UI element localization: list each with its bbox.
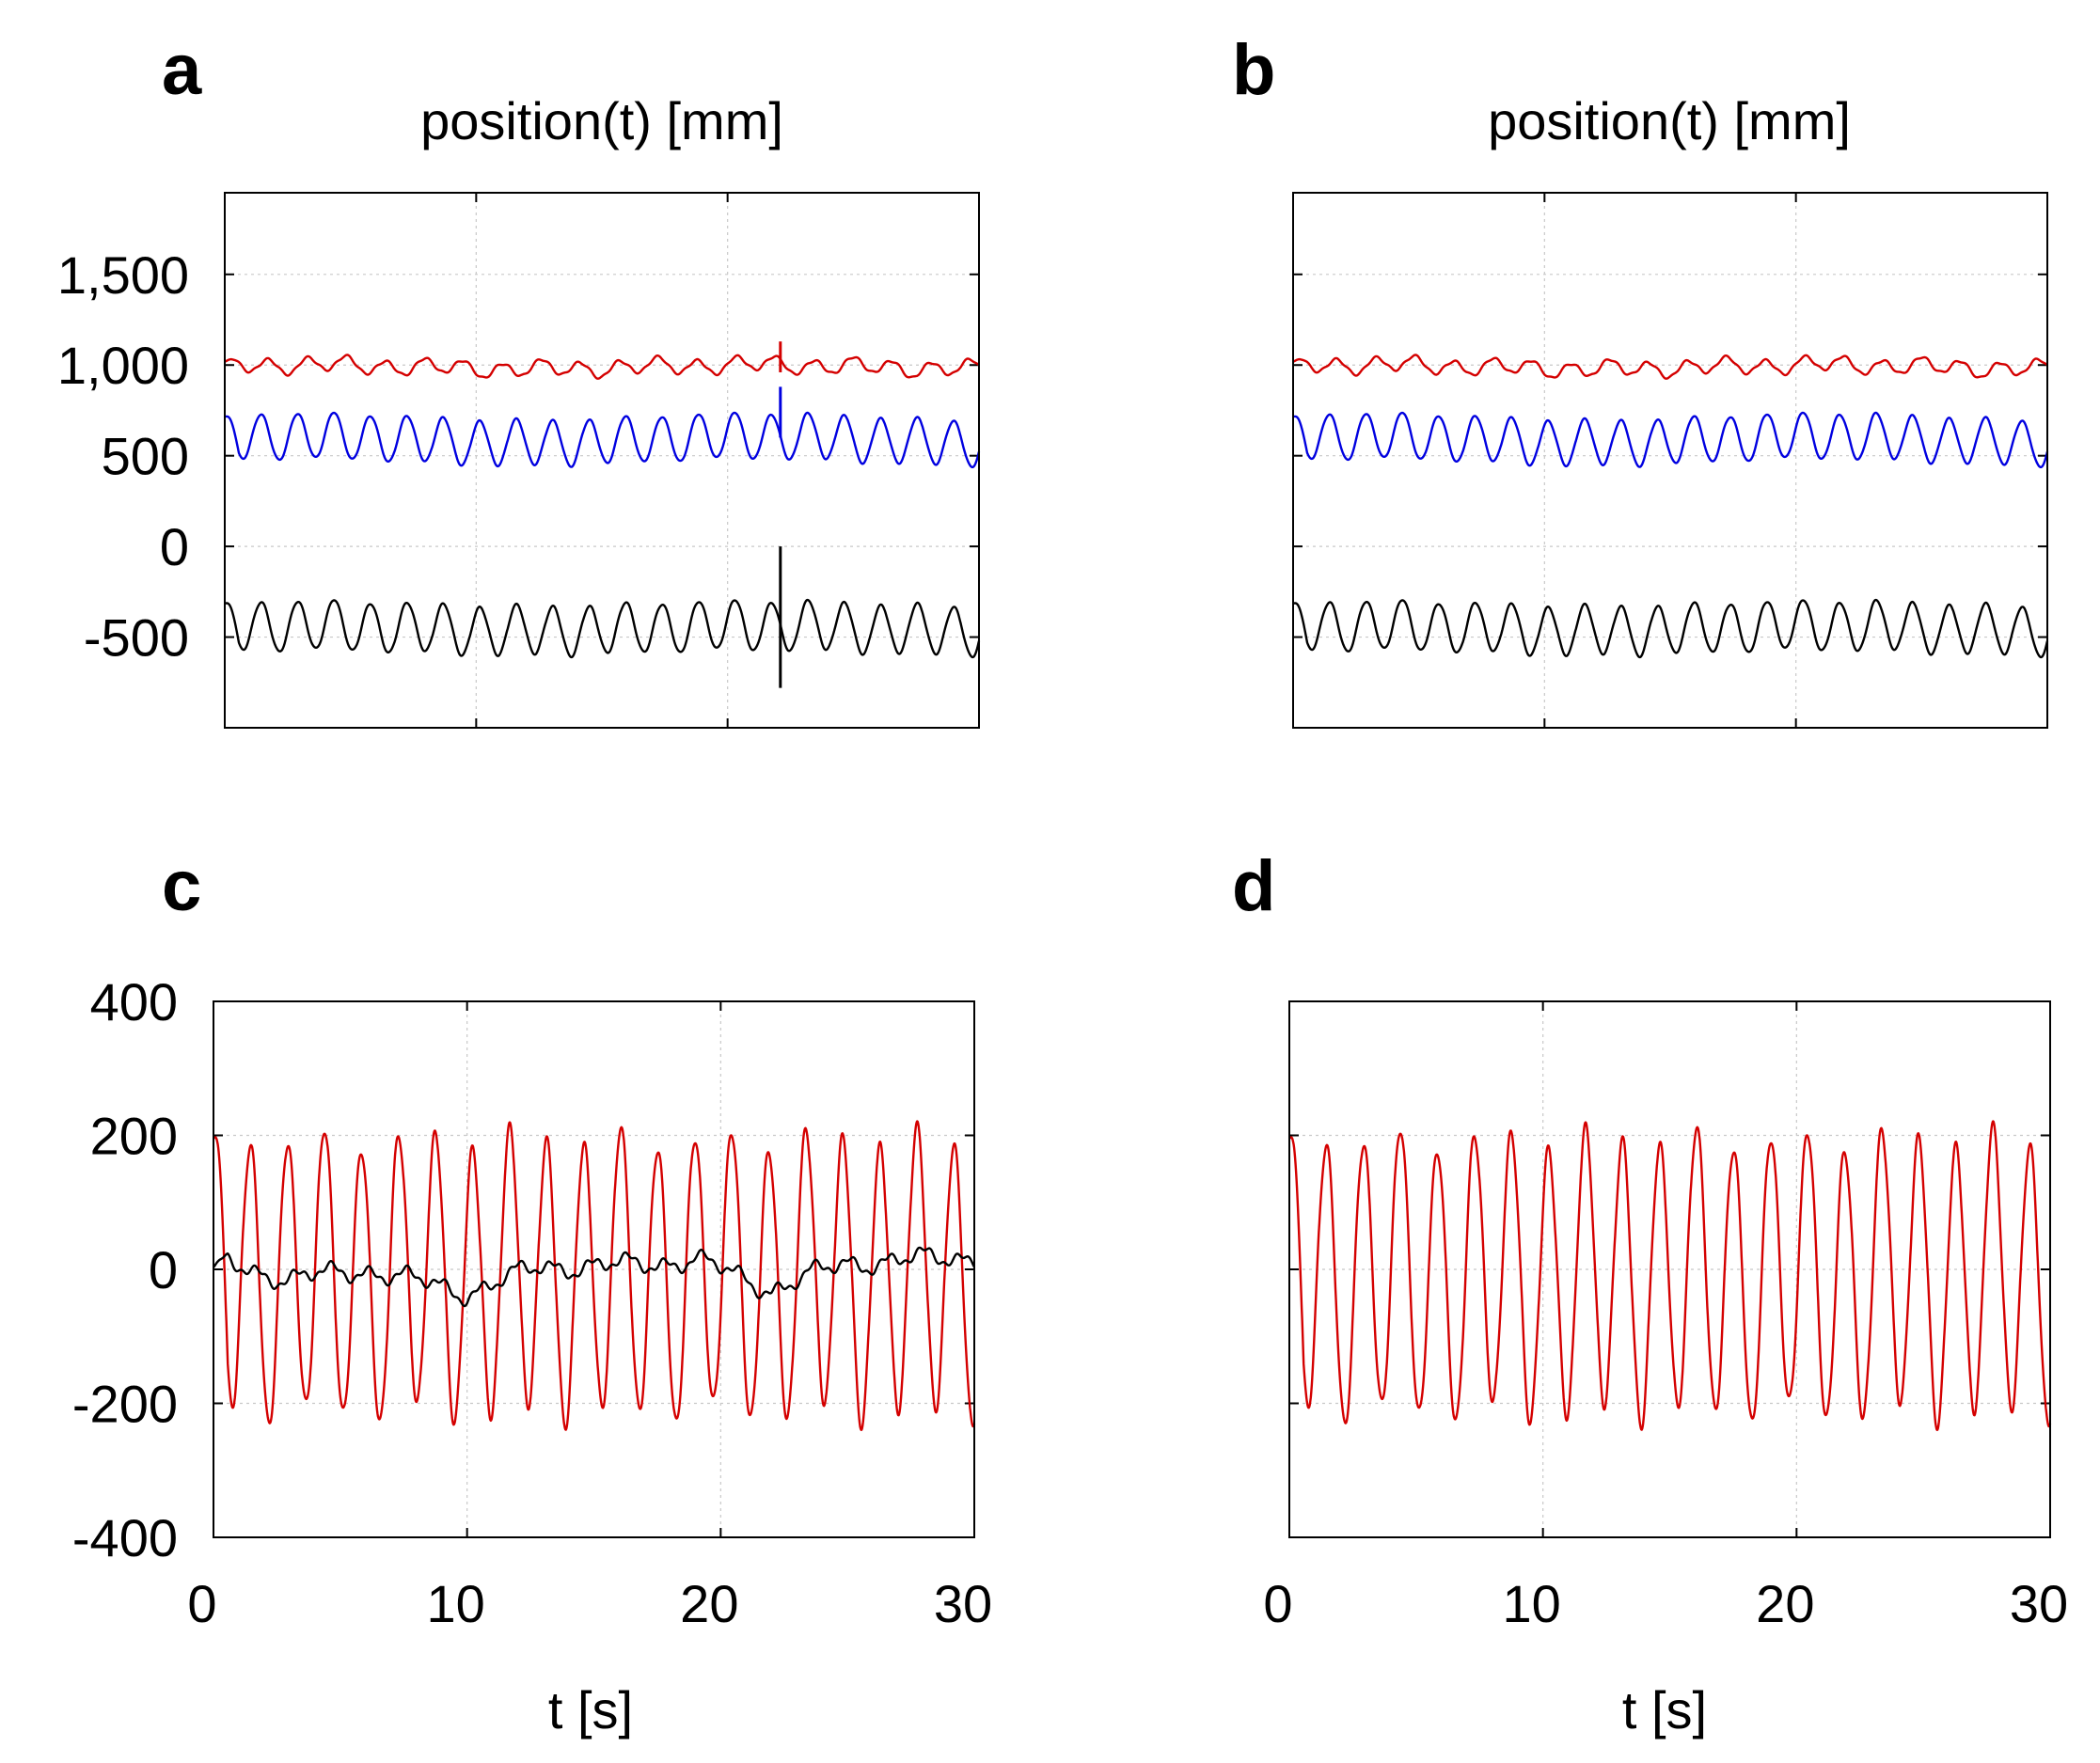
y-tick-label: 200 (90, 1107, 178, 1166)
y-tick-label: 400 (90, 972, 178, 1031)
y-tick-label: 0 (160, 517, 189, 576)
y-tick-label: 1,500 (57, 245, 189, 305)
series-line-black (1292, 598, 2049, 659)
panel-b-plot (1292, 192, 2049, 729)
x-tick-label: 20 (680, 1574, 738, 1633)
plot-frame (224, 192, 980, 729)
y-tick-label: -400 (72, 1508, 178, 1567)
plot-frame (1292, 192, 2048, 729)
panel-letter-c: c (162, 846, 201, 926)
series-line-black (224, 598, 981, 659)
x-tick-label: 10 (427, 1574, 485, 1633)
panel-a: a position(t) [mm] -500 0 500 1,000 1,500 (57, 30, 981, 729)
panel-c-plot: -400 -200 0 200 400 0 10 20 30 (72, 972, 992, 1633)
panel-d: d 0 10 20 30 t [s] (1232, 846, 2068, 1739)
y-tick-label: 0 (149, 1240, 178, 1299)
panel-letter-d: d (1232, 846, 1275, 926)
series-line-red (1288, 1120, 2052, 1432)
panel-letter-b: b (1232, 30, 1275, 110)
panel-c-xlabel: t [s] (548, 1680, 633, 1739)
x-tick-label: 10 (1503, 1574, 1561, 1633)
panel-c: c -400 -200 0 200 400 0 10 20 30 t [s] (72, 846, 992, 1739)
series-line-red (224, 354, 980, 380)
series-line-blue (224, 411, 981, 468)
x-tick-label: 30 (934, 1574, 992, 1633)
y-tick-label: 1,000 (57, 336, 189, 395)
panel-b: b position(t) [mm] (1232, 30, 2049, 729)
x-tick-label: 0 (187, 1574, 216, 1633)
series-line-black (213, 1246, 976, 1308)
x-tick-label: 30 (2010, 1574, 2068, 1633)
plot-frame (213, 1000, 975, 1538)
x-tick-label: 0 (1263, 1574, 1292, 1633)
y-tick-label: -200 (72, 1375, 178, 1434)
plot-frame (1288, 1000, 2051, 1538)
series-line-blue (1292, 411, 2049, 468)
x-tick-label: 20 (1756, 1574, 1814, 1633)
series-line-red (213, 1120, 976, 1432)
panel-b-title: position(t) [mm] (1488, 91, 1851, 150)
panel-a-plot: -500 0 500 1,000 1,500 (57, 192, 981, 729)
y-tick-label: 500 (102, 427, 189, 486)
y-tick-label: -500 (84, 608, 189, 668)
series-line-red (1292, 354, 2048, 380)
panel-a-title: position(t) [mm] (420, 91, 783, 150)
panel-d-xlabel: t [s] (1622, 1680, 1707, 1739)
panel-d-plot: 0 10 20 30 (1263, 1000, 2068, 1633)
panel-letter-a: a (162, 30, 202, 110)
